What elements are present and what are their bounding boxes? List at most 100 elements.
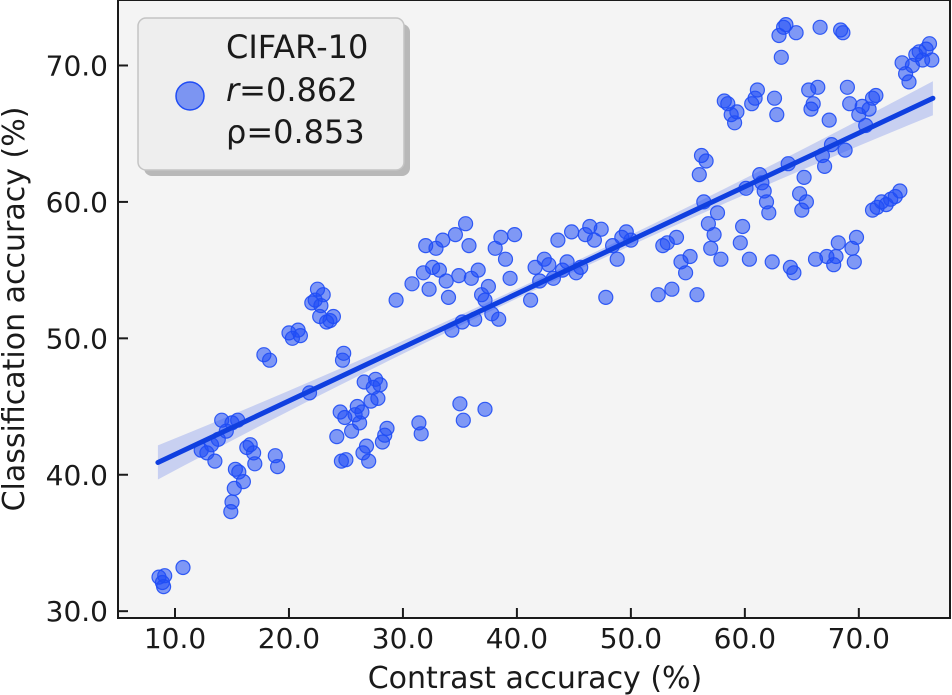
data-point [388, 292, 404, 308]
data-point [713, 251, 729, 267]
data-point [734, 218, 751, 235]
data-point [593, 221, 609, 237]
data-point [732, 235, 748, 251]
data-point [764, 254, 780, 270]
data-point [522, 292, 539, 308]
data-point [839, 79, 856, 95]
data-point [868, 87, 884, 104]
x-tick-label: 70.0 [828, 622, 890, 655]
data-point [361, 453, 377, 469]
data-point [769, 106, 785, 123]
data-point [846, 254, 862, 270]
legend-r-label: r=0.862 [226, 71, 358, 109]
data-point [761, 205, 777, 221]
legend: CIFAR-10 r=0.862 ρ=0.853 [137, 17, 410, 176]
y-axis-label: Classification accuracy (%) [0, 107, 32, 512]
data-point [729, 104, 745, 120]
data-point [892, 183, 908, 199]
data-point [609, 251, 625, 267]
data-point [901, 74, 917, 90]
regression-line-path [155, 95, 936, 465]
data-point [691, 167, 707, 183]
data-point [773, 49, 789, 65]
data-point [689, 287, 705, 303]
data-point [354, 404, 370, 420]
data-point [175, 559, 191, 576]
y-tick-label: 50.0 [46, 322, 108, 355]
data-point [788, 25, 804, 41]
x-axis-ticks: 10.0 20.0 30.0 40.0 50.0 60.0 70.0 [144, 608, 890, 655]
x-tick-label: 10.0 [144, 622, 206, 655]
data-point [812, 19, 828, 35]
data-point [458, 216, 474, 232]
data-point [491, 311, 507, 327]
data-point [921, 36, 938, 52]
data-point [796, 169, 812, 185]
data-point [698, 153, 714, 169]
data-point [741, 251, 758, 267]
data-point [924, 52, 940, 68]
data-point [157, 568, 173, 584]
data-point [650, 287, 666, 303]
data-point [421, 281, 437, 297]
data-point [455, 412, 471, 428]
regression-line [155, 95, 936, 465]
data-point [447, 227, 463, 243]
data-point [315, 287, 331, 303]
data-point [668, 229, 685, 245]
data-point [292, 328, 308, 344]
data-point [550, 232, 566, 248]
data-point [470, 262, 486, 278]
legend-r-symbol: r [226, 71, 241, 109]
legend-dataset-label: CIFAR-10 [226, 28, 368, 66]
data-point [207, 453, 223, 469]
data-point [778, 17, 794, 33]
y-tick-label: 60.0 [46, 186, 108, 219]
scatter-points [151, 17, 940, 595]
data-point [262, 352, 278, 368]
data-point [338, 452, 354, 468]
x-axis-label: Contrast accuracy (%) [368, 661, 703, 695]
data-point [370, 390, 386, 406]
data-point [235, 474, 251, 490]
y-tick-label: 30.0 [46, 595, 108, 628]
data-point [682, 248, 698, 265]
data-point [837, 142, 853, 158]
data-point [541, 257, 557, 273]
data-point [431, 262, 447, 278]
data-point [325, 308, 341, 325]
legend-rho-label: ρ=0.853 [226, 113, 365, 151]
x-tick-label: 60.0 [714, 622, 776, 655]
x-tick-label: 20.0 [258, 622, 320, 655]
legend-marker [175, 81, 205, 111]
data-point [358, 438, 375, 454]
data-point [438, 273, 454, 289]
data-point [497, 251, 514, 267]
data-point [805, 96, 821, 112]
data-point [506, 227, 523, 243]
data-point [329, 429, 345, 445]
data-point [379, 420, 395, 436]
data-point [677, 265, 694, 281]
data-point [435, 232, 451, 248]
x-tick-label: 50.0 [600, 622, 662, 655]
data-point [404, 276, 420, 292]
data-point [452, 396, 468, 412]
data-point [270, 459, 286, 475]
data-point [413, 426, 429, 442]
legend-box [137, 17, 405, 171]
data-point [598, 289, 614, 305]
data-point [480, 278, 496, 295]
data-point [709, 205, 726, 221]
y-tick-label: 70.0 [46, 49, 108, 82]
data-point [810, 79, 826, 95]
data-point [224, 494, 240, 510]
data-point [502, 270, 518, 286]
data-point [563, 224, 580, 240]
data-point [664, 281, 680, 297]
data-point [835, 25, 851, 41]
data-point [372, 377, 388, 393]
data-point [749, 82, 766, 98]
x-tick-label: 30.0 [372, 622, 434, 655]
data-point [440, 289, 457, 305]
